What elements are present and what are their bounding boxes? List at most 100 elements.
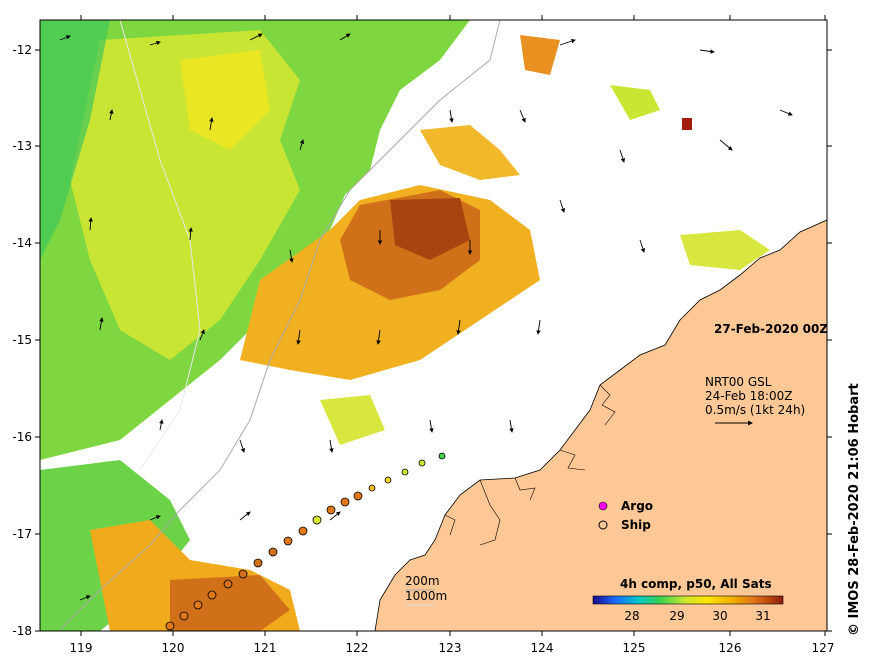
current-arrow: [779, 109, 793, 116]
ship-marker[interactable]: [298, 526, 308, 536]
x-tick-label: 121: [254, 641, 277, 655]
coastline-detail: [444, 384, 616, 546]
ship-icon: [598, 520, 608, 530]
current-arrow: [699, 49, 715, 54]
x-tick-label: 122: [346, 641, 369, 655]
y-tick-label: -16: [12, 430, 32, 444]
sst-ne-patches-3: [610, 85, 660, 120]
current-arrow: [329, 439, 334, 453]
contour-200m: [59, 20, 501, 631]
sst-mid-patches: [320, 395, 385, 445]
y-tick-label: -15: [12, 333, 32, 347]
colorbar: 4h comp, p50, All Sats 28 29 30 31: [592, 577, 784, 623]
current-arrow: [199, 329, 205, 341]
ship-marker[interactable]: [238, 569, 248, 579]
argo-icon: [598, 501, 608, 511]
current-arrow: [149, 515, 161, 521]
y-tick-label: -12: [12, 43, 32, 57]
current-arrow: [299, 139, 305, 151]
colorbar-gradient: [592, 595, 784, 605]
ship-marker[interactable]: [312, 515, 322, 525]
x-axis: [80, 15, 826, 636]
ship-track: [165, 452, 446, 631]
current-arrow: [159, 419, 164, 431]
y-tick-label: -17: [12, 527, 32, 541]
credit-label: © IMOS 28-Feb-2020 21:06 Hobart: [847, 383, 862, 636]
depth-legend: 200m 1000m: [405, 574, 447, 606]
plot-frame: [39, 19, 828, 632]
ship-label: Ship: [621, 518, 651, 532]
ship-marker[interactable]: [326, 505, 336, 515]
ship-marker[interactable]: [193, 600, 203, 610]
current-arrow: [429, 419, 434, 433]
current-legend-model: NRT00 GSL: [705, 375, 772, 389]
depth-1000m-label: 1000m: [405, 589, 447, 603]
current-legend-time: 24-Feb 18:00Z: [705, 389, 792, 403]
y-tick-label: -14: [12, 236, 32, 250]
colorbar-tick: 29: [669, 609, 684, 623]
ship-marker[interactable]: [207, 590, 217, 600]
ship-marker[interactable]: [401, 468, 409, 476]
current-arrow: [639, 239, 645, 253]
depth-200m-label: 200m: [405, 574, 440, 588]
y-tick-label: -13: [12, 139, 32, 153]
sst-east-edge-patches: [680, 230, 770, 270]
ship-marker[interactable]: [384, 476, 392, 484]
land-mass: [374, 219, 827, 631]
marker-legend: Argo Ship: [598, 499, 653, 532]
colorbar-tick: 31: [755, 609, 770, 623]
y-tick-label: -18: [12, 624, 32, 638]
ship-marker[interactable]: [179, 611, 189, 621]
current-arrow: [239, 439, 245, 453]
ship-marker[interactable]: [438, 452, 446, 460]
ship-marker[interactable]: [353, 491, 363, 501]
current-arrow: [559, 199, 565, 213]
current-arrow: [449, 109, 454, 123]
current-arrow: [188, 227, 193, 241]
date-label: 27-Feb-2020 00Z: [714, 322, 828, 336]
current-arrow: [239, 511, 251, 521]
x-tick-label: 124: [531, 641, 554, 655]
x-tick-label: 125: [623, 641, 646, 655]
ship-marker[interactable]: [283, 536, 293, 546]
y-axis: [35, 49, 832, 632]
x-tick-label: 126: [719, 641, 742, 655]
x-tick-label: 120: [162, 641, 185, 655]
sst-hottest-core: [390, 198, 470, 260]
ship-marker[interactable]: [368, 484, 376, 492]
current-arrow: [376, 329, 381, 345]
current-arrow: [559, 39, 576, 46]
ship-marker[interactable]: [253, 558, 263, 568]
colorbar-title: 4h comp, p50, All Sats: [620, 577, 772, 591]
current-arrow: [509, 419, 514, 433]
current-arrow: [519, 109, 526, 123]
current-arrow: [329, 511, 341, 521]
ship-marker[interactable]: [165, 621, 175, 631]
current-arrow: [149, 40, 161, 46]
current-arrow: [456, 319, 461, 335]
sst-sw-hot: [170, 575, 290, 631]
current-arrow: [296, 329, 301, 345]
colorbar-tick: 28: [624, 609, 639, 623]
ship-marker[interactable]: [340, 497, 350, 507]
sst-hot-spot: [682, 118, 692, 130]
current-arrow: [99, 317, 104, 331]
current-arrow: [619, 149, 625, 163]
current-legend-scale: 0.5m/s (1kt 24h): [705, 403, 805, 417]
current-arrow: [339, 33, 351, 41]
current-arrow: [88, 217, 93, 231]
x-tick-label: 119: [70, 641, 93, 655]
sst-ne-patches: [420, 125, 520, 180]
current-arrow: [289, 249, 294, 263]
sst-bright-yellow: [180, 50, 270, 150]
current-arrow: [719, 139, 733, 151]
ship-marker[interactable]: [268, 547, 278, 557]
colorbar-tick: 30: [712, 609, 727, 623]
sst-ne-patches-2: [520, 35, 560, 75]
ship-marker[interactable]: [223, 579, 233, 589]
current-arrow: [536, 319, 541, 335]
ship-marker[interactable]: [418, 459, 426, 467]
argo-label: Argo: [621, 499, 653, 513]
current-arrow: [209, 117, 214, 131]
